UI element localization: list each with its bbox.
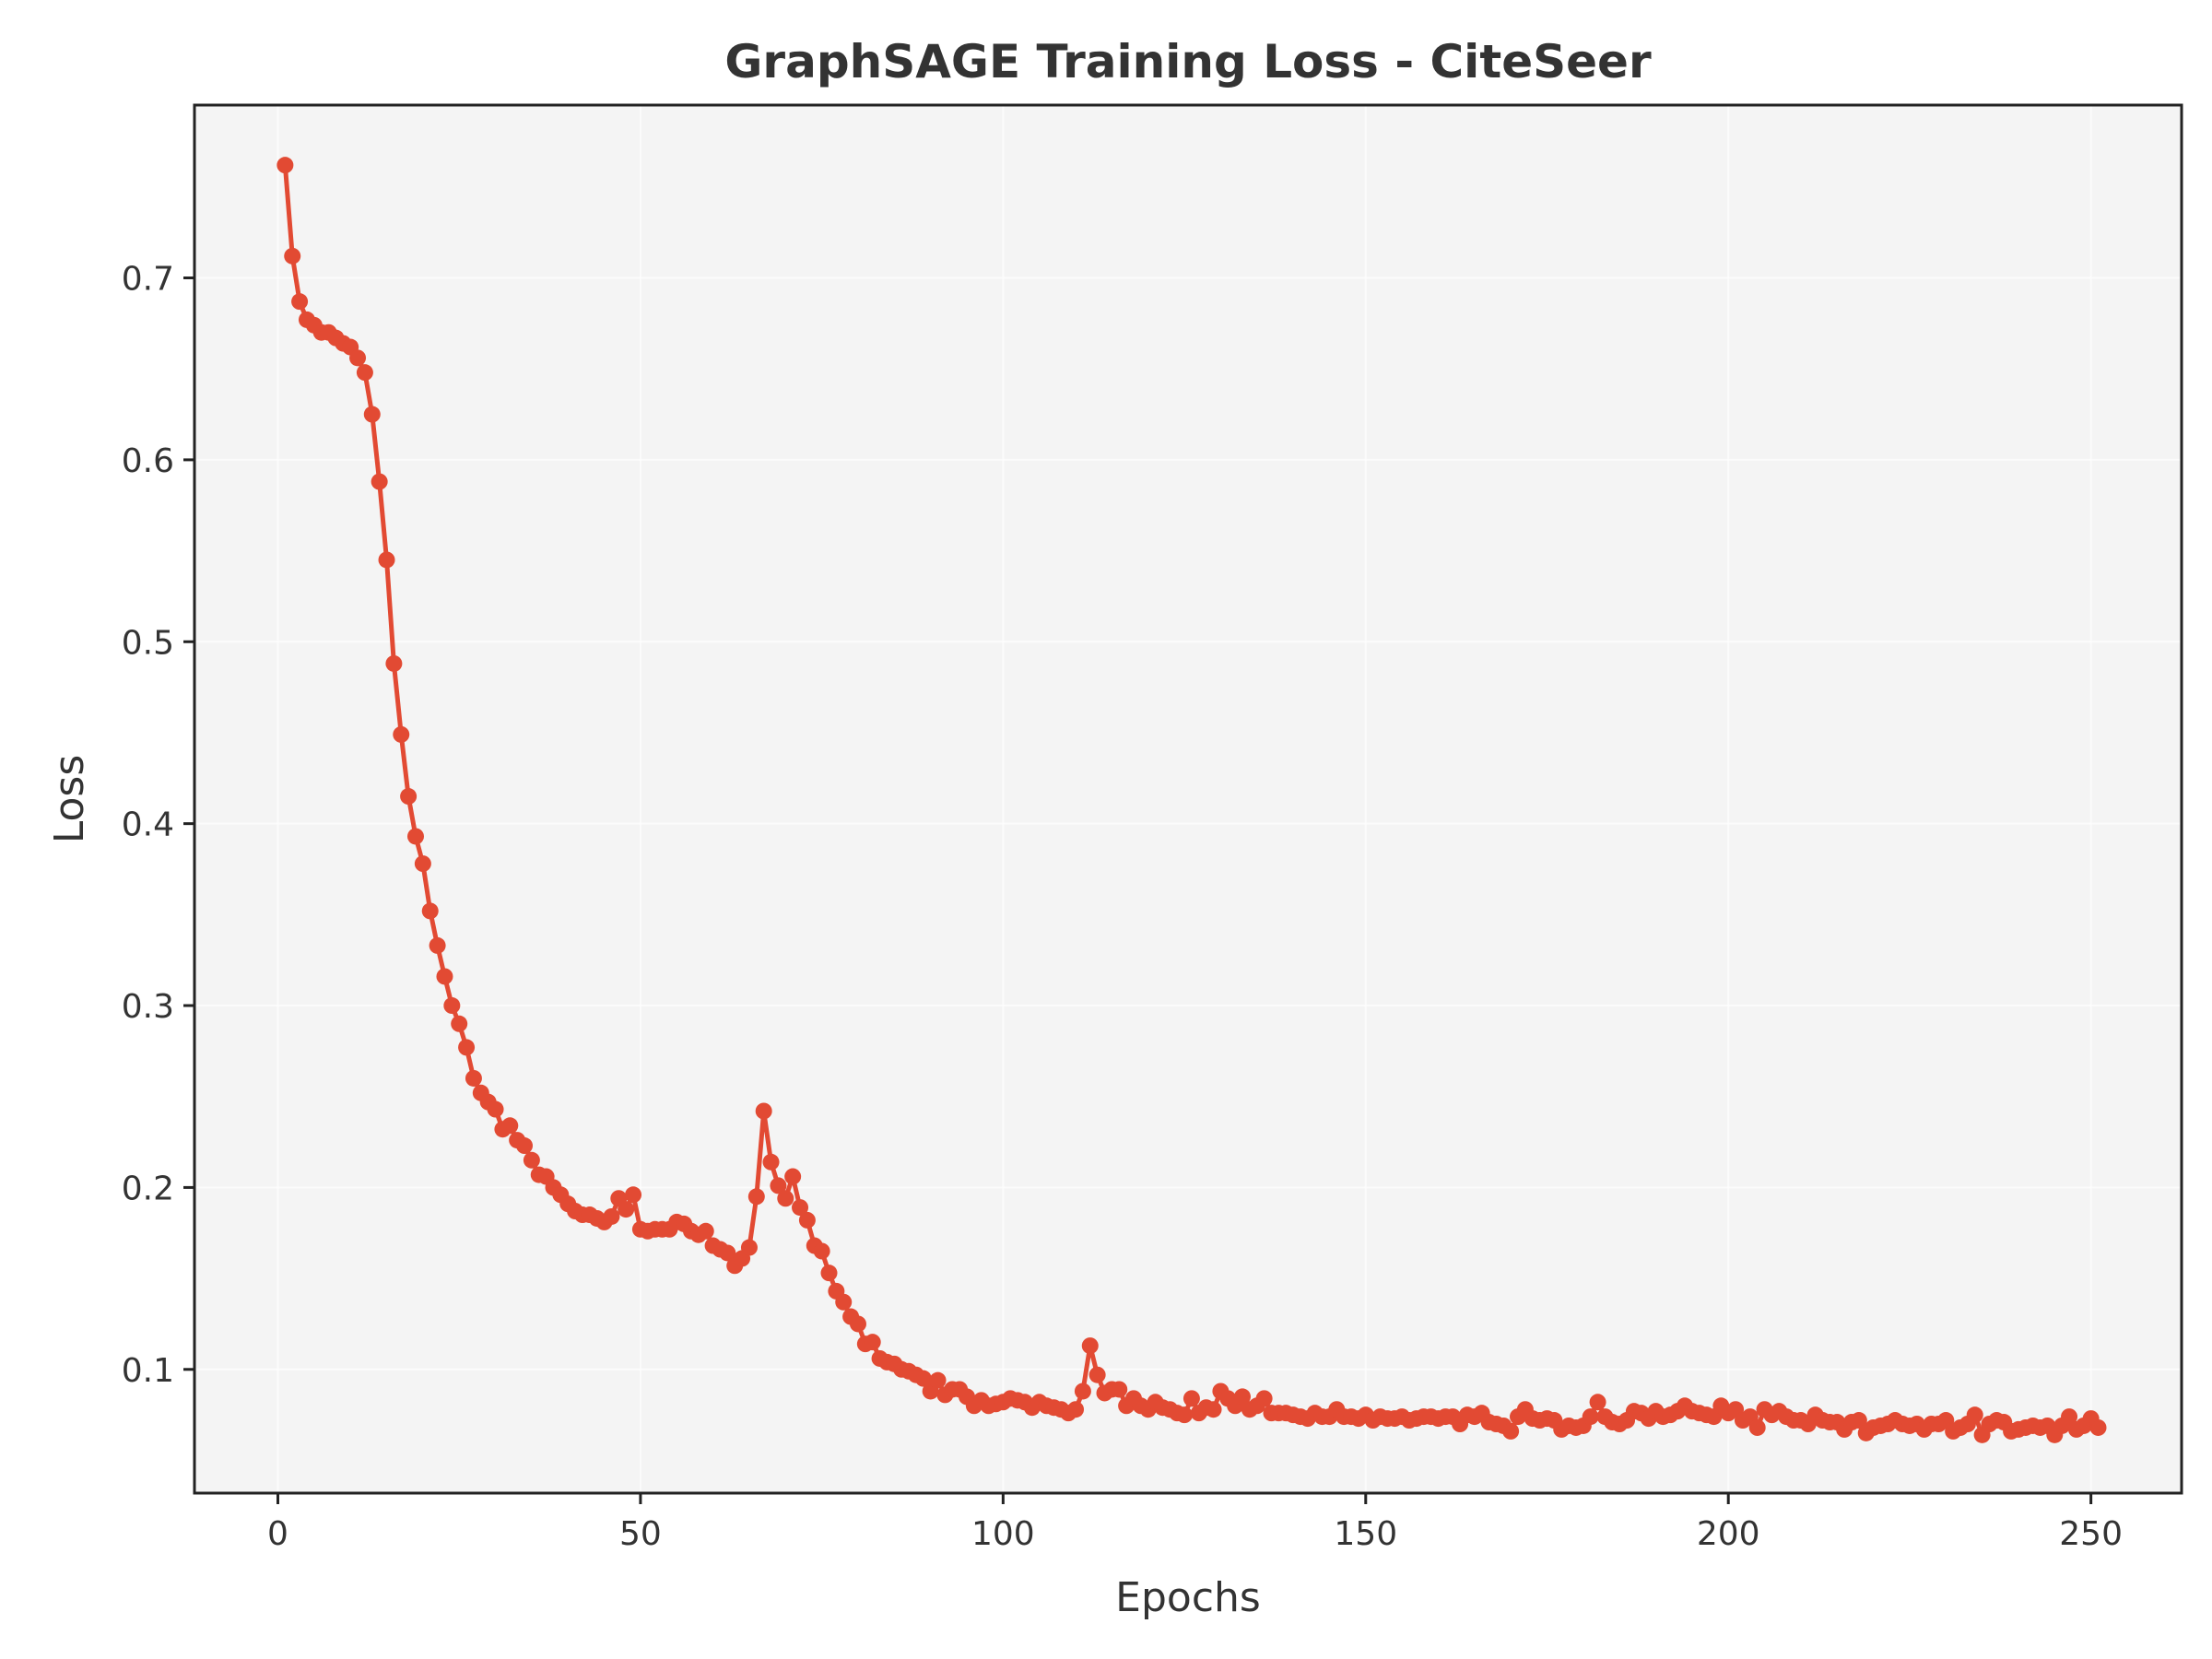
data-point (1176, 1406, 1194, 1424)
data-point (523, 1151, 540, 1169)
data-point (798, 1211, 816, 1229)
data-point (849, 1315, 866, 1333)
x-axis-ticks: 0 50 100 150 200 250 (267, 1493, 2123, 1553)
data-point (929, 1371, 947, 1389)
data-point (284, 247, 301, 265)
data-point (1234, 1388, 1252, 1406)
data-point (603, 1207, 620, 1225)
y-axis-ticks: 0.1 0.2 0.3 0.4 0.5 0.6 0.7 (122, 261, 194, 1390)
data-point (516, 1137, 534, 1155)
data-point (1088, 1366, 1106, 1383)
data-point (443, 997, 461, 1015)
x-tick-label: 50 (619, 1515, 662, 1553)
data-point (719, 1244, 736, 1262)
data-point (1748, 1418, 1766, 1436)
data-point (835, 1293, 853, 1311)
data-point (770, 1177, 787, 1194)
data-point (747, 1188, 765, 1206)
data-point (1074, 1382, 1091, 1400)
x-tick-label: 0 (267, 1515, 288, 1553)
data-point (1111, 1381, 1128, 1398)
data-point (276, 157, 294, 174)
y-tick-label: 0.7 (122, 261, 174, 299)
y-tick-label: 0.1 (122, 1352, 174, 1390)
data-point (406, 828, 424, 845)
chart-title: GraphSAGE Training Loss - CiteSeer (724, 35, 1652, 88)
x-axis-label: Epochs (1115, 1574, 1261, 1621)
data-point (697, 1222, 714, 1240)
data-point (792, 1199, 809, 1217)
x-tick-label: 150 (1334, 1515, 1397, 1553)
data-point (820, 1265, 838, 1282)
y-axis-label: Loss (46, 755, 93, 844)
y-tick-label: 0.4 (122, 806, 174, 844)
data-point (2061, 1408, 2078, 1426)
data-point (625, 1186, 642, 1204)
data-point (393, 725, 410, 743)
grid-lines (194, 105, 2182, 1493)
data-point (762, 1153, 780, 1171)
data-point (356, 364, 373, 382)
data-point (914, 1370, 932, 1387)
data-point (1966, 1406, 1983, 1424)
data-point (421, 902, 439, 920)
plot-frame (193, 103, 2183, 1495)
data-point (349, 349, 367, 367)
data-point (1205, 1401, 1222, 1418)
data-point (400, 788, 418, 806)
y-tick-label: 0.2 (122, 1170, 174, 1207)
data-point (1589, 1394, 1606, 1411)
data-point (429, 936, 446, 954)
data-point (813, 1242, 830, 1260)
data-point (451, 1015, 468, 1032)
data-point (784, 1168, 802, 1185)
x-tick-label: 200 (1697, 1515, 1760, 1553)
data-point (1582, 1408, 1599, 1426)
y-tick-label: 0.3 (122, 988, 174, 1026)
data-point (371, 473, 388, 490)
data-point (755, 1102, 772, 1120)
x-tick-label: 250 (2059, 1515, 2123, 1553)
data-point (740, 1239, 758, 1256)
data-point (501, 1117, 519, 1135)
data-point (378, 551, 395, 569)
data-point (2089, 1418, 2107, 1436)
data-point (291, 293, 309, 311)
data-point (458, 1039, 476, 1056)
data-point (436, 968, 453, 985)
data-point (1502, 1422, 1520, 1440)
data-point (1255, 1390, 1273, 1407)
y-tick-label: 0.6 (122, 442, 174, 480)
data-point (1067, 1401, 1085, 1418)
x-tick-label: 100 (971, 1515, 1035, 1553)
data-point (414, 855, 431, 873)
data-point (1850, 1412, 1867, 1430)
data-point (385, 654, 403, 672)
series-layer (276, 157, 2107, 1443)
data-point (487, 1100, 504, 1118)
data-point (465, 1069, 482, 1087)
plot-area (194, 105, 2182, 1493)
y-tick-label: 0.5 (122, 624, 174, 662)
data-point (363, 406, 381, 423)
data-point (618, 1201, 635, 1218)
data-point (777, 1190, 794, 1207)
data-point (864, 1334, 881, 1351)
data-point (1081, 1337, 1099, 1355)
data-point (1182, 1390, 1200, 1407)
